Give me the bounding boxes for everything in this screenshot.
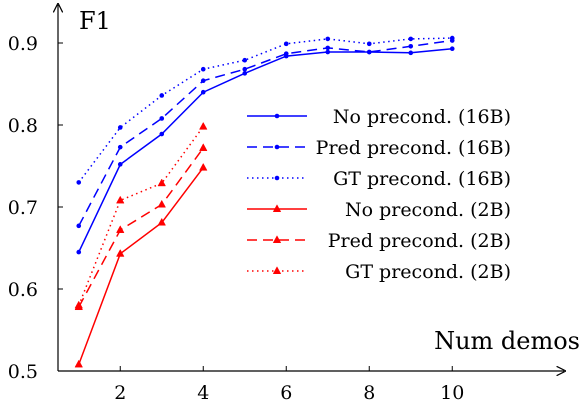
legend-label: GT precond. (16B) [333,168,511,190]
x-tick-label: 10 [440,382,464,404]
data-point-marker [325,45,331,51]
x-tick-label: 8 [363,382,375,404]
series-line [78,167,204,365]
y-axis-label: F1 [79,7,111,35]
data-point-marker [117,144,123,150]
legend-label: GT precond. (2B) [345,261,511,283]
data-point-marker [200,78,206,84]
data-point-marker [408,50,414,56]
x-tick-label: 2 [114,382,126,404]
data-point-marker [116,195,125,204]
series-line [78,37,453,183]
y-tick-label: 0.6 [8,279,38,301]
data-point-marker [199,162,208,171]
data-point-marker [274,113,280,119]
series-line [78,126,204,306]
data-point-marker [325,49,331,55]
data-point-marker [242,66,248,72]
data-point-marker [76,223,82,229]
series [74,121,208,309]
data-point-marker [274,144,280,150]
data-point-marker [408,43,414,49]
data-point-marker [366,41,372,47]
data-point-marker [449,35,455,41]
legend-item: Pred precond. (2B) [247,230,511,252]
data-point-marker [242,71,248,76]
series-line [78,47,453,253]
data-point-marker [274,175,280,181]
data-point-marker [242,57,248,63]
data-point-marker [272,235,282,243]
series [76,35,455,185]
data-point-marker [117,125,123,130]
data-point-marker [74,359,83,368]
y-tick-label: 0.9 [8,33,38,55]
data-point-marker [199,121,208,130]
data-point-marker [76,180,82,185]
legend-label: Pred precond. (16B) [316,137,511,159]
series [74,143,208,311]
data-point-marker [157,178,166,187]
legend-label: No precond. (16B) [333,106,511,128]
legend-label: No precond. (2B) [345,199,511,221]
series-line [78,39,453,227]
data-point-marker [116,249,125,257]
legend-item: No precond. (2B) [247,199,511,221]
y-tick-label: 0.5 [8,361,38,383]
legend: No precond. (16B) Pred precond. (16B) GT p… [247,106,511,283]
legend-item: No precond. (16B) [247,106,511,128]
data-point-marker [283,41,289,47]
data-point-marker [272,266,282,274]
x-tick-label: 6 [280,382,292,404]
data-point-marker [159,93,165,98]
x-axis-label: Num demos [434,327,580,355]
data-point-marker [157,217,166,226]
y-tick-label: 0.7 [8,197,38,219]
data-point-marker [366,49,372,55]
data-point-marker [117,162,123,167]
data-point-marker [449,46,455,52]
data-point-marker [200,66,206,72]
data-point-marker [159,131,165,137]
data-point-marker [272,204,282,212]
data-point-marker [325,36,331,42]
data-point-marker [76,249,82,255]
data-point-marker [408,36,414,42]
x-tick-label: 4 [197,382,209,404]
y-tick-label: 0.8 [8,115,38,137]
series [76,38,455,229]
legend-label: Pred precond. (2B) [328,230,511,252]
series-line [78,147,204,308]
legend-item: GT precond. (16B) [247,168,511,190]
data-point-marker [159,116,165,121]
data-point-marker [74,300,83,309]
series [74,162,208,368]
data-point-marker [199,143,208,151]
data-point-marker [157,199,166,208]
data-point-marker [200,89,206,95]
data-point-marker [283,51,289,56]
legend-item: Pred precond. (16B) [247,137,511,159]
legend-item: GT precond. (2B) [247,261,511,283]
axes: 2 4 6 8 10 0.5 0.6 0.7 0.8 0.9 [8,5,564,404]
data-point-marker [116,225,125,233]
series-layer [74,35,455,368]
